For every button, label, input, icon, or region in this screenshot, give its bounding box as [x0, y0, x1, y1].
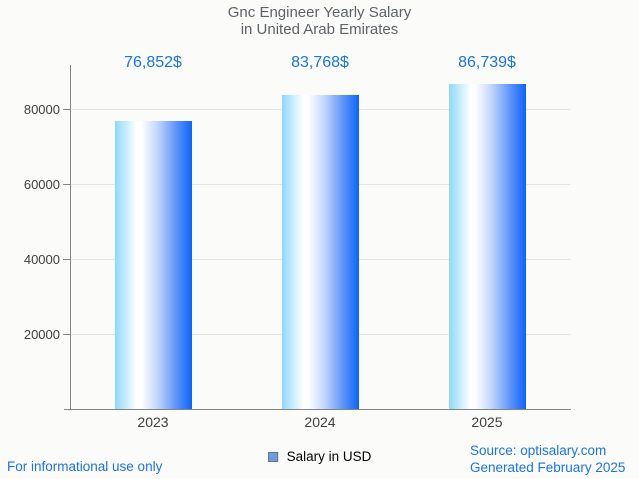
salary-bar [114, 120, 192, 409]
source-link[interactable]: Source: optisalary.com [470, 443, 607, 458]
disclaimer-text: For informational use only [7, 459, 163, 474]
source-block: Source: optisalary.com Generated Februar… [470, 442, 625, 476]
y-tick-label: 60000 [23, 176, 60, 192]
salary-bar [281, 94, 359, 409]
y-tick-label: 20000 [23, 326, 60, 342]
y-tick-mark [63, 333, 70, 335]
chart-title-line1: Gnc Engineer Yearly Salary [227, 4, 412, 21]
x-tick-label: 2024 [304, 414, 336, 430]
legend-swatch-icon [267, 451, 278, 462]
y-tick-mark [63, 258, 70, 260]
value-label: 76,852$ [124, 54, 182, 71]
y-tick-mark [63, 108, 70, 110]
x-tick-label: 2025 [471, 414, 503, 430]
value-label: 86,739$ [458, 54, 516, 71]
chart-title-line2: in United Arab Emirates [240, 21, 399, 38]
x-tick-label: 2023 [137, 414, 169, 430]
chart-title: Gnc Engineer Yearly Salary in United Ara… [0, 4, 639, 38]
y-axis-line [70, 65, 71, 410]
salary-bar [448, 83, 526, 409]
legend: Salary in USD [267, 449, 372, 464]
x-axis-line [64, 409, 571, 410]
value-label: 83,768$ [291, 54, 349, 71]
y-tick-label: 40000 [23, 251, 60, 267]
y-tick-mark [63, 183, 70, 185]
y-tick-label: 80000 [23, 101, 60, 117]
legend-label: Salary in USD [286, 449, 372, 464]
generated-date: Generated February 2025 [470, 460, 626, 475]
